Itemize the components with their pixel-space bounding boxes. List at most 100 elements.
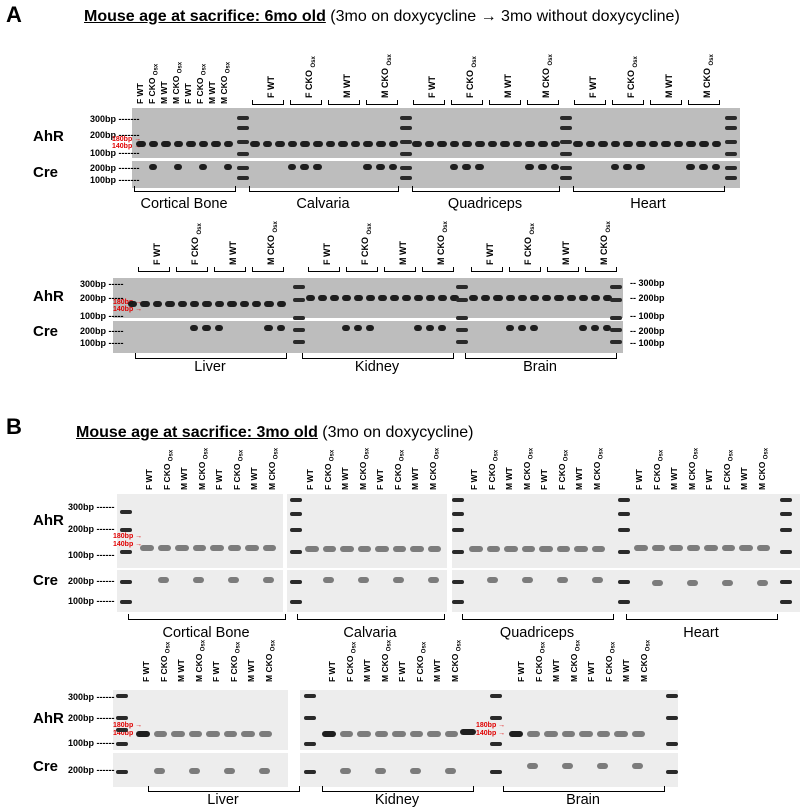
cre-band: [486, 577, 498, 583]
ahr-band: [318, 295, 327, 301]
calvaria-lane-3: M CKO Osx: [357, 447, 371, 490]
ladder-band: [120, 528, 132, 532]
calvaria-lane-1: F CKO Osx: [322, 449, 336, 490]
calvaria-lane-2: M WT: [340, 467, 350, 490]
row-label-cre-a1: Cre: [33, 164, 59, 181]
marker-m100-a1: 100bp -------: [90, 148, 140, 158]
ladder-band: [780, 528, 792, 532]
cre-band: [449, 164, 459, 170]
ladder-band: [120, 510, 132, 514]
cre-band: [596, 763, 608, 769]
tissue-bracket-b1-2: [462, 614, 614, 620]
liver-lane-5: F CKO Osx: [228, 641, 242, 682]
ahr-band: [392, 731, 406, 737]
cre-band: [392, 577, 404, 583]
gel-b-row1-1: [287, 494, 447, 568]
cre-band: [148, 164, 157, 170]
cre-band: [214, 325, 224, 331]
cre-band: [388, 164, 398, 170]
ahr-band: [227, 301, 237, 307]
ahr-band: [140, 301, 150, 307]
heart-group-line-3: [688, 100, 720, 105]
tissue-bracket-b1-3: [626, 614, 778, 620]
ahr-band: [493, 295, 503, 301]
ladder-band: [560, 176, 572, 180]
liver-group-line-1: [176, 267, 208, 272]
brain-lane-4: F WT: [586, 661, 596, 682]
liver-group-line-0: [138, 267, 170, 272]
ahr-band: [596, 731, 610, 737]
ladder-band: [452, 600, 464, 604]
tissue-bracket-a2-1: [302, 353, 454, 359]
lane-label-cortical-1: F CKO Osx: [147, 63, 160, 104]
ahr-band: [313, 141, 323, 147]
kidney-lane-2: M WT: [362, 659, 372, 682]
tissue-label-a2-1: Kidney: [354, 359, 400, 375]
ladder-band: [120, 580, 132, 584]
tissue-bracket-a2-2: [465, 353, 617, 359]
ladder-band: [610, 316, 622, 320]
ladder-band: [666, 770, 678, 774]
ahr-band: [338, 141, 348, 147]
ladder-band: [304, 770, 316, 774]
cortical-lane-7: M CKO Osx: [266, 447, 280, 490]
ahr-band: [350, 141, 361, 147]
calvaria-lane-4: F WT: [375, 469, 385, 490]
ahr-band: [517, 295, 527, 301]
ladder-band: [560, 152, 572, 156]
cre-band: [357, 577, 369, 583]
ahr-band: [392, 546, 406, 552]
ladder-band: [237, 140, 249, 144]
ahr-band: [634, 545, 648, 551]
ahr-band: [128, 301, 138, 307]
cre-band: [223, 164, 232, 170]
ahr-band: [412, 141, 422, 147]
cre-band: [444, 768, 456, 774]
ahr-band: [521, 546, 535, 552]
kidney-group-line-2: [384, 267, 416, 272]
cre-band: [699, 164, 708, 170]
ahr-band: [165, 301, 175, 307]
ahr-band: [631, 731, 645, 737]
cre-band: [287, 164, 297, 170]
tissue-bracket-b1-0: [128, 614, 286, 620]
ahr-band: [636, 141, 646, 147]
brain-lane-0: F WT: [516, 661, 526, 682]
kidney-lane-3: M CKO Osx: [379, 639, 393, 682]
marker-cre100-a1: 100bp -------: [90, 175, 140, 185]
kidney-lane-6: M WT: [432, 659, 442, 682]
ahr-band: [669, 545, 683, 551]
cre-band: [603, 325, 612, 331]
calvaria-group-line-0: [252, 100, 284, 105]
cortical-lane-6: M WT: [249, 467, 259, 490]
ahr-band: [210, 545, 224, 551]
lane-label-cortical-3: M CKO Osx: [171, 61, 184, 104]
ahr-band: [175, 545, 189, 551]
cre-band: [561, 763, 573, 769]
cre-band: [190, 325, 199, 331]
marker-m300-b2: 300bp ------: [68, 692, 115, 702]
cre-band: [300, 164, 309, 170]
lane-label-cortical-2: M WT: [159, 81, 169, 104]
cre-band: [313, 164, 322, 170]
ahr-band: [756, 545, 770, 551]
tissue-bracket-b1-1: [297, 614, 445, 620]
ahr-band: [500, 141, 510, 147]
right-marker-a2-2: -- 100bp: [630, 311, 665, 321]
cre-band: [427, 577, 439, 583]
heart-lane-5: F CKO Osx: [721, 449, 735, 490]
ladder-band: [666, 694, 678, 698]
ahr-band: [366, 295, 375, 301]
ahr-band: [140, 545, 154, 551]
right-marker-a2-4: -- 100bp: [630, 338, 665, 348]
ahr-band: [469, 546, 483, 552]
ahr-band: [739, 545, 753, 551]
ladder-band: [456, 316, 468, 320]
cre-band: [363, 164, 372, 170]
marker-cre200-b1: 200bp ------: [68, 576, 115, 586]
ahr-band: [264, 301, 274, 307]
tissue-label-a2-2: Brain: [523, 359, 557, 375]
gel-a-row2: [113, 278, 623, 353]
ladder-band: [116, 728, 128, 732]
brain-group-2: M WT: [561, 241, 571, 265]
